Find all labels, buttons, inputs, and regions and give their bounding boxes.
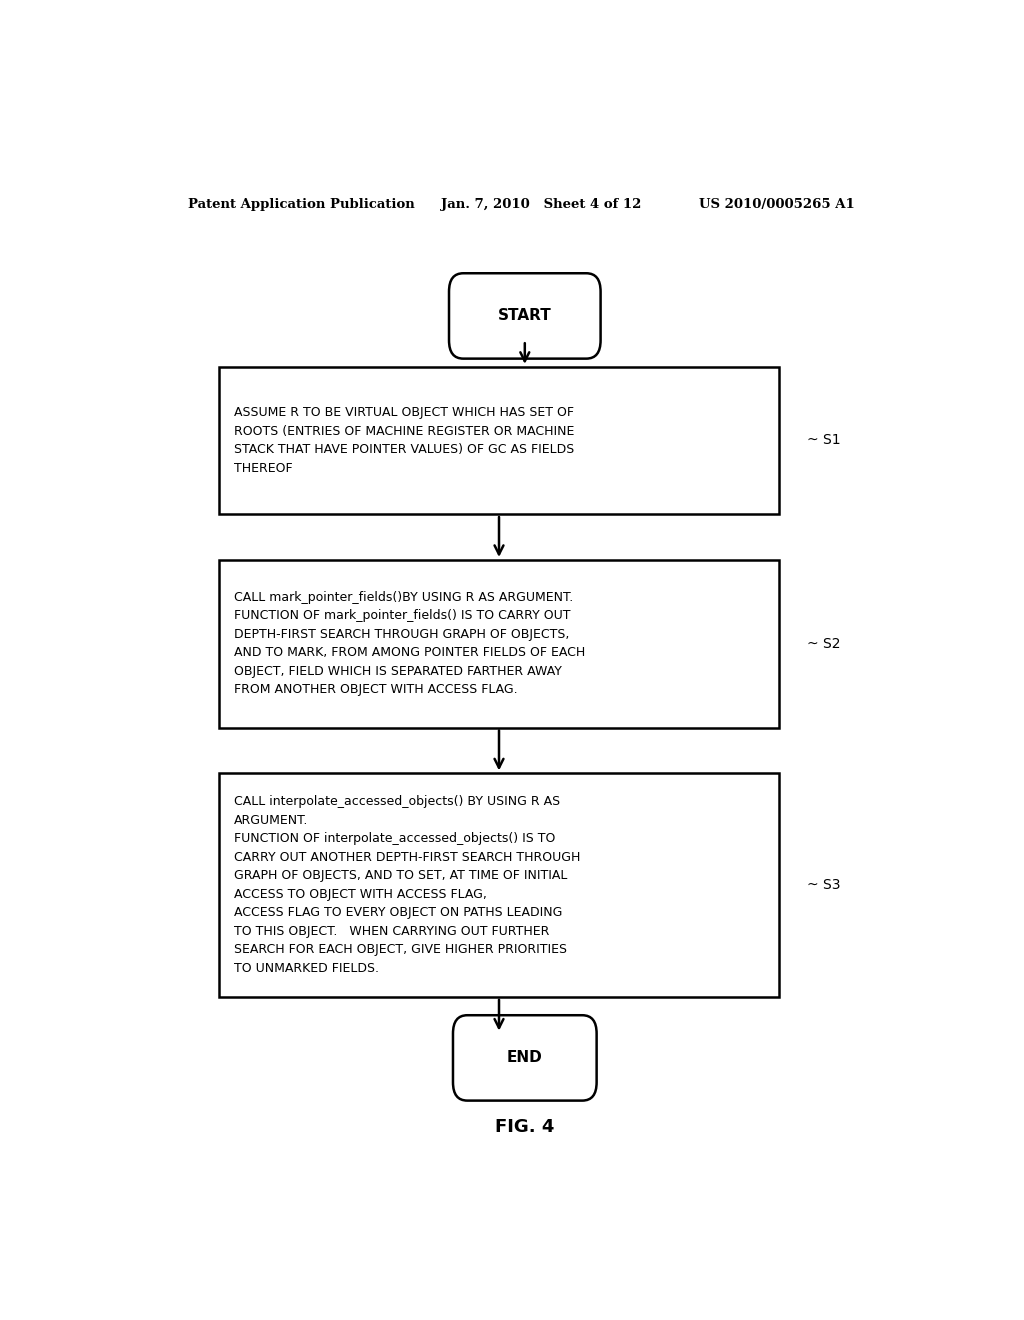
Bar bbox=[219, 367, 778, 515]
Text: START: START bbox=[498, 309, 552, 323]
Text: ~ S2: ~ S2 bbox=[807, 636, 840, 651]
Text: ~ S3: ~ S3 bbox=[807, 878, 840, 892]
FancyBboxPatch shape bbox=[449, 273, 601, 359]
Text: Patent Application Publication: Patent Application Publication bbox=[187, 198, 415, 211]
Text: END: END bbox=[507, 1051, 543, 1065]
Text: US 2010/0005265 A1: US 2010/0005265 A1 bbox=[699, 198, 855, 211]
Text: CALL interpolate_accessed_objects() BY USING R AS
ARGUMENT.
FUNCTION OF interpol: CALL interpolate_accessed_objects() BY U… bbox=[233, 796, 580, 975]
Text: FIG. 4: FIG. 4 bbox=[496, 1118, 554, 1137]
Bar bbox=[219, 560, 778, 727]
FancyBboxPatch shape bbox=[453, 1015, 597, 1101]
Text: ASSUME R TO BE VIRTUAL OBJECT WHICH HAS SET OF
ROOTS (ENTRIES OF MACHINE REGISTE: ASSUME R TO BE VIRTUAL OBJECT WHICH HAS … bbox=[233, 407, 573, 475]
Text: CALL mark_pointer_fields()BY USING R AS ARGUMENT.
FUNCTION OF mark_pointer_field: CALL mark_pointer_fields()BY USING R AS … bbox=[233, 591, 585, 697]
Bar bbox=[219, 774, 778, 997]
Text: ~ S1: ~ S1 bbox=[807, 433, 840, 447]
Text: Jan. 7, 2010   Sheet 4 of 12: Jan. 7, 2010 Sheet 4 of 12 bbox=[441, 198, 642, 211]
